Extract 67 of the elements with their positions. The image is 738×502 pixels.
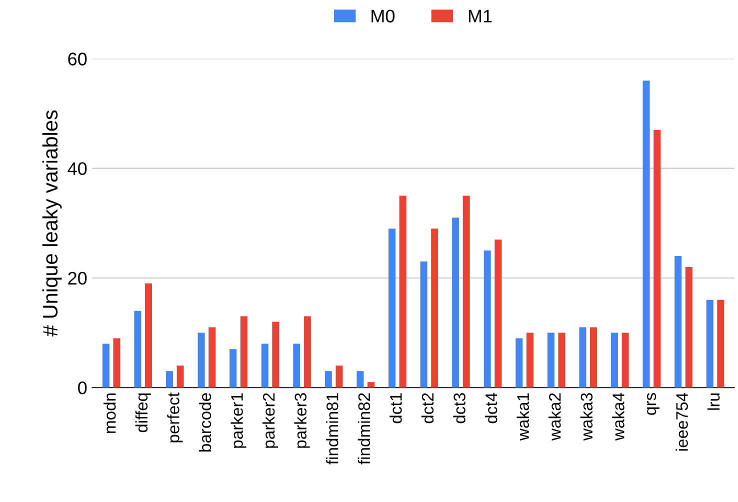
bar bbox=[462, 196, 470, 388]
bar bbox=[113, 338, 120, 388]
x-tick-label: parker2 bbox=[262, 393, 278, 448]
x-tick-label: waka1 bbox=[516, 393, 529, 441]
bar bbox=[304, 316, 311, 388]
x-tick-label: qrs bbox=[647, 393, 660, 415]
bar bbox=[717, 300, 724, 388]
y-tick-label: 20 bbox=[68, 272, 87, 285]
bar bbox=[356, 371, 364, 388]
bar bbox=[674, 256, 682, 388]
bar bbox=[516, 338, 523, 388]
bar bbox=[685, 266, 692, 388]
x-tick-label: barcode bbox=[198, 393, 212, 452]
bar bbox=[484, 250, 491, 388]
bar bbox=[198, 332, 205, 388]
x-tick-label: waka4 bbox=[612, 392, 624, 441]
bar bbox=[145, 283, 152, 388]
bar bbox=[208, 327, 216, 388]
y-axis-title: # Unique leaky variables bbox=[42, 110, 62, 337]
bar bbox=[610, 332, 618, 388]
bar bbox=[336, 366, 343, 388]
bar bbox=[230, 349, 237, 388]
x-tick-label: perfect bbox=[167, 392, 183, 442]
bar bbox=[399, 196, 406, 388]
bar bbox=[102, 344, 110, 388]
bar bbox=[494, 240, 502, 388]
bar bbox=[176, 366, 184, 388]
bar bbox=[642, 80, 650, 388]
bar bbox=[134, 310, 142, 388]
x-tick-label: dct1 bbox=[390, 393, 402, 424]
y-tick-label: 0 bbox=[78, 381, 87, 394]
legend-label: M0 bbox=[372, 10, 395, 22]
x-tick-label: findmin81 bbox=[326, 393, 338, 464]
x-tick-label: parker1 bbox=[230, 393, 246, 448]
x-tick-label: parker3 bbox=[294, 393, 310, 448]
x-tick-label: modn bbox=[104, 393, 116, 433]
legend-label: M1 bbox=[468, 10, 492, 22]
x-tick-label: waka3 bbox=[580, 393, 593, 441]
bar bbox=[526, 332, 534, 388]
bar bbox=[388, 228, 396, 388]
y-tick-label: 40 bbox=[68, 162, 87, 176]
bar bbox=[622, 332, 629, 388]
bar bbox=[547, 332, 554, 388]
bar bbox=[324, 371, 332, 388]
x-tick-label: findmin82 bbox=[358, 393, 370, 464]
bar bbox=[240, 316, 248, 388]
bar bbox=[272, 322, 280, 388]
bar bbox=[293, 344, 300, 388]
x-tick-label: dct3 bbox=[453, 393, 466, 424]
bar bbox=[590, 327, 597, 388]
y-tick-label: 60 bbox=[68, 52, 87, 66]
x-tick-label: ieee754 bbox=[676, 392, 688, 451]
x-tick-label: diffeq bbox=[135, 393, 151, 432]
bar bbox=[166, 371, 173, 388]
x-tick-label: dct2 bbox=[421, 393, 434, 424]
bar bbox=[261, 344, 268, 388]
bar bbox=[431, 228, 438, 388]
bar bbox=[706, 300, 714, 388]
bar bbox=[579, 327, 586, 388]
bar bbox=[420, 262, 428, 388]
x-tick-label: dct4 bbox=[484, 392, 498, 424]
x-tick-label: lru bbox=[707, 394, 720, 410]
bar bbox=[654, 130, 661, 388]
bar bbox=[452, 218, 460, 388]
bar bbox=[558, 332, 566, 388]
bar bbox=[368, 382, 374, 388]
x-tick-label: waka2 bbox=[548, 393, 561, 441]
